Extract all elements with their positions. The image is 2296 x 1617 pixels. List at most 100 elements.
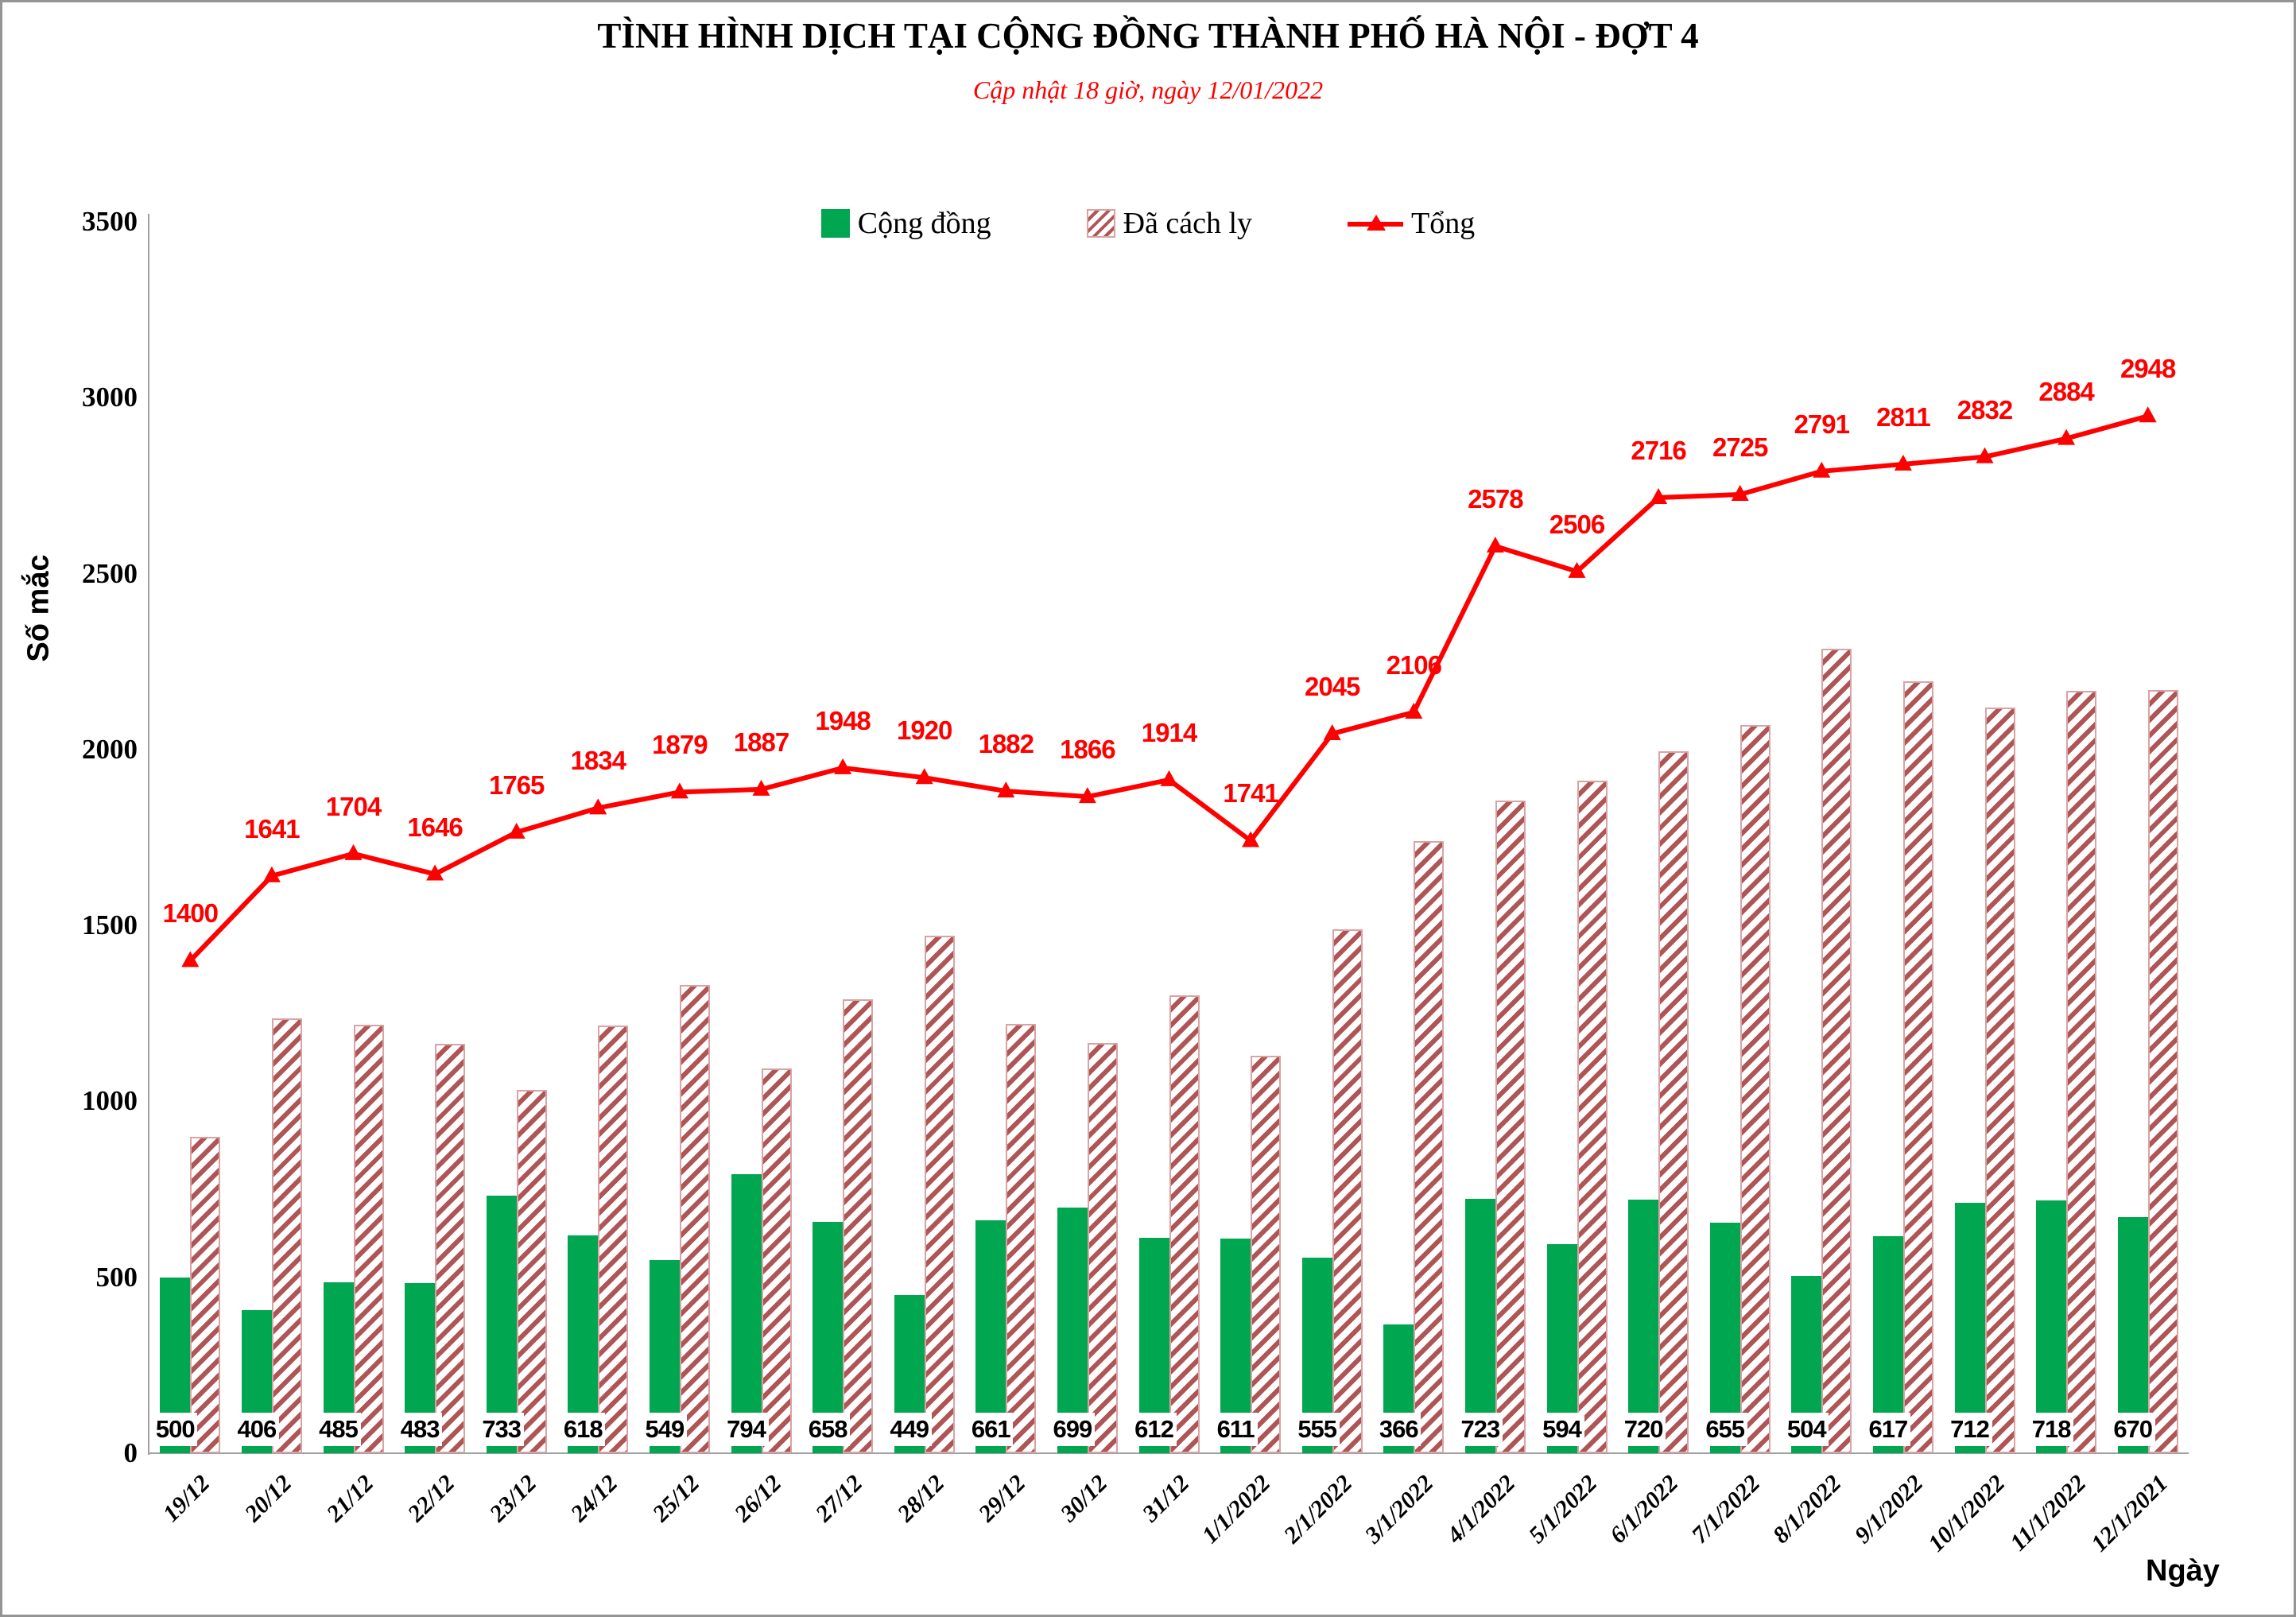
y-tick-label: 1000: [82, 1085, 138, 1117]
bar-value-label: 733: [479, 1413, 524, 1446]
total-marker-triangle: [1242, 831, 1260, 847]
bar-value-label: 658: [805, 1413, 851, 1446]
chart-title: TÌNH HÌNH DỊCH TẠI CỘNG ĐỒNG THÀNH PHỐ H…: [597, 16, 1699, 56]
chart-legend: Cộng đồng Đã cách ly Tổng: [2, 206, 2294, 241]
total-value-label: 1948: [815, 705, 871, 735]
legend-label: Tổng: [1411, 207, 1476, 240]
bar-da-cach-ly: [2147, 689, 2178, 1453]
total-value-label: 1646: [407, 812, 463, 842]
total-value-label: 2811: [1876, 401, 1931, 432]
bar-value-label: 549: [642, 1413, 687, 1446]
bar-cong-dong: [1628, 1200, 1659, 1453]
total-value-label: 1879: [652, 730, 708, 760]
bar-da-cach-ly: [1577, 780, 1608, 1453]
bar-value-label: 504: [1784, 1413, 1829, 1446]
bar-da-cach-ly: [598, 1025, 629, 1453]
total-marker-triangle: [1486, 537, 1504, 553]
bar-value-label: 720: [1621, 1413, 1666, 1446]
total-marker-triangle: [2057, 428, 2076, 445]
y-tick-label: 1500: [82, 909, 138, 941]
legend-label: Đã cách ly: [1123, 207, 1253, 240]
bar-da-cach-ly: [435, 1044, 466, 1453]
bar-da-cach-ly: [924, 935, 955, 1453]
bar-value-label: 617: [1865, 1413, 1910, 1446]
total-value-label: 1765: [488, 770, 545, 800]
total-value-label: 1920: [896, 715, 952, 746]
total-value-label: 1741: [1223, 778, 1278, 808]
y-tick-label: 500: [95, 1261, 138, 1293]
bar-value-label: 485: [316, 1413, 361, 1446]
bar-cong-dong: [2036, 1200, 2067, 1453]
chart-subtitle: Cập nhật 18 giờ, ngày 12/01/2022: [972, 76, 1324, 104]
bar-cong-dong: [1057, 1207, 1088, 1453]
bar-da-cach-ly: [1984, 707, 2015, 1453]
total-marker-triangle: [1813, 461, 1831, 478]
total-value-label: 2725: [1712, 432, 1768, 462]
total-value-label: 1914: [1141, 717, 1197, 747]
total-value-label: 1834: [570, 746, 626, 776]
bar-da-cach-ly: [1821, 648, 1852, 1453]
total-marker-triangle: [1976, 447, 1994, 463]
legend-item-da-cach-ly: Đã cách ly: [1086, 206, 1253, 241]
bar-value-label: 366: [1376, 1413, 1421, 1446]
bar-da-cach-ly: [1169, 995, 1200, 1453]
bar-value-label: 449: [886, 1413, 932, 1446]
x-axis-title: Ngày: [2146, 1554, 2220, 1588]
bar-da-cach-ly: [1414, 840, 1445, 1453]
bar-value-label: 618: [560, 1413, 606, 1446]
bar-value-label: 723: [1457, 1413, 1503, 1446]
total-value-label: 1866: [1060, 735, 1115, 765]
total-value-label: 2791: [1794, 409, 1850, 439]
bar-da-cach-ly: [1332, 929, 1363, 1453]
bar-da-cach-ly: [353, 1024, 384, 1453]
bar-cong-dong: [1464, 1199, 1495, 1453]
bar-da-cach-ly: [1495, 801, 1526, 1453]
total-marker-triangle: [426, 864, 444, 881]
bar-da-cach-ly: [1658, 750, 1689, 1453]
legend-item-cong-dong: Cộng đồng: [820, 206, 991, 241]
total-marker-triangle: [997, 781, 1015, 798]
total-value-label: 1400: [162, 898, 219, 929]
total-value-label: 2884: [2038, 376, 2094, 406]
bar-da-cach-ly: [843, 999, 874, 1453]
total-marker-triangle: [262, 866, 281, 882]
bar-value-label: 611: [1213, 1413, 1259, 1446]
total-value-label: 1887: [733, 727, 789, 757]
bar-value-label: 500: [153, 1413, 198, 1446]
total-marker-triangle: [834, 758, 852, 774]
total-marker-triangle: [915, 768, 933, 785]
bar-cong-dong: [1954, 1202, 1985, 1453]
total-marker-triangle: [752, 779, 770, 796]
bar-value-label: 670: [2110, 1413, 2155, 1446]
bar-value-label: 594: [1539, 1413, 1584, 1446]
bar-da-cach-ly: [190, 1136, 221, 1453]
total-value-label: 1882: [978, 729, 1034, 759]
green-bar-swatch-icon: [820, 209, 850, 238]
total-marker-triangle: [344, 843, 363, 860]
bar-da-cach-ly: [679, 985, 710, 1453]
legend-label: Cộng đồng: [857, 207, 991, 240]
bar-da-cach-ly: [1087, 1042, 1118, 1453]
total-marker-triangle: [181, 951, 200, 967]
bar-cong-dong: [731, 1173, 762, 1453]
y-tick-label: 2000: [82, 733, 138, 765]
bar-da-cach-ly: [1902, 681, 1933, 1453]
total-line: [188, 413, 2149, 963]
red-line-swatch-icon: [1348, 209, 1404, 238]
bar-value-label: 483: [398, 1413, 443, 1446]
total-marker-triangle: [1650, 487, 1668, 504]
bar-value-label: 655: [1702, 1413, 1747, 1446]
y-axis-line: [148, 214, 149, 1455]
total-value-label: 2948: [2120, 354, 2176, 384]
total-marker-triangle: [1894, 454, 1912, 471]
total-marker-triangle: [1323, 723, 1341, 740]
bar-da-cach-ly: [2066, 691, 2097, 1453]
total-value-label: 1641: [244, 813, 300, 843]
bar-da-cach-ly: [271, 1018, 302, 1453]
bar-da-cach-ly: [1739, 724, 1770, 1453]
bar-value-label: 699: [1049, 1413, 1095, 1446]
y-tick-label: 3500: [82, 206, 138, 237]
total-marker-triangle: [1160, 770, 1178, 786]
total-marker-triangle: [507, 822, 526, 839]
